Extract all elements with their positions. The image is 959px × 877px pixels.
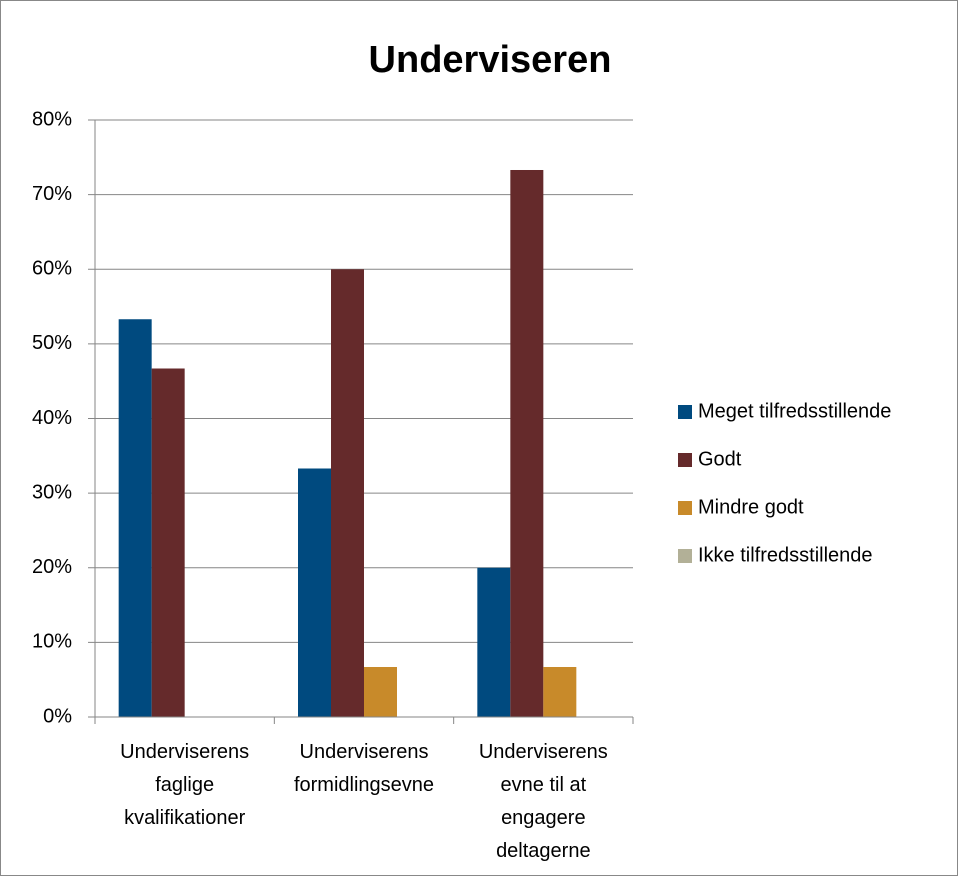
y-tick-label: 10%	[32, 631, 72, 653]
legend-swatch	[678, 501, 692, 515]
bar	[331, 269, 364, 717]
legend-swatch	[678, 549, 692, 563]
y-tick-label: 50%	[32, 332, 72, 354]
chart-title: Underviseren	[369, 39, 612, 81]
bar	[151, 368, 185, 717]
legend-label: Godt	[698, 448, 742, 470]
bar	[510, 169, 544, 717]
y-tick-label: 40%	[32, 407, 72, 429]
y-tick-label: 60%	[32, 258, 72, 280]
x-tick-label: Underviserens faglige kvalifikationer	[120, 741, 250, 829]
legend-label: Ikke tilfredsstillende	[698, 544, 873, 566]
legend-label: Meget tilfredsstillende	[698, 400, 891, 422]
legend-label: Mindre godt	[698, 496, 804, 518]
y-tick-label: 20%	[32, 556, 72, 578]
y-tick-label: 0%	[43, 705, 72, 727]
y-tick-label: 30%	[32, 481, 72, 503]
bar	[477, 567, 511, 717]
legend-swatch	[678, 405, 692, 419]
legend-swatch	[678, 453, 692, 467]
y-tick-label: 70%	[32, 183, 72, 205]
x-tick-label: Underviserens evne til at engagere delta…	[478, 741, 608, 862]
bar	[364, 667, 397, 717]
x-tick-label: Underviserens formidlingsevne	[293, 741, 435, 796]
bar	[543, 667, 577, 717]
y-tick-label: 80%	[32, 108, 72, 130]
bar	[298, 468, 331, 717]
bar	[118, 319, 152, 717]
